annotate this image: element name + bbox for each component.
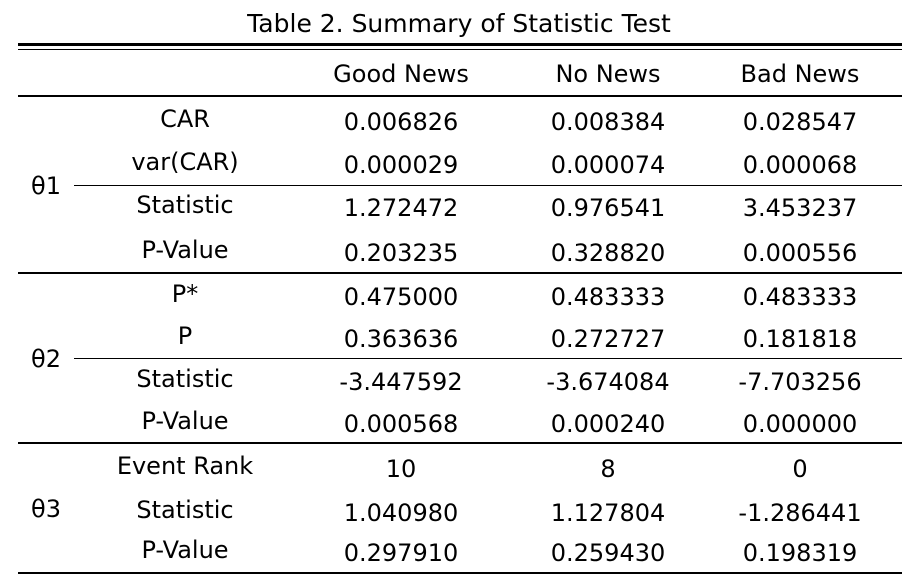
row-label: P-Value — [141, 407, 229, 435]
row-label: P-Value — [141, 536, 229, 564]
group-label-theta2: θ2 — [31, 345, 61, 373]
table-cell: 10 — [385, 455, 417, 483]
row-label: Statistic — [136, 191, 234, 219]
top-rule-secondary — [18, 49, 902, 50]
table-cell: 0.363636 — [343, 325, 459, 353]
group-connector-theta1 — [74, 185, 902, 186]
row-label: P — [177, 322, 193, 350]
table-cell: 0.297910 — [343, 539, 459, 567]
table-cell: 8 — [600, 455, 616, 483]
row-label: var(CAR) — [131, 148, 239, 176]
table-cell: 0.028547 — [742, 108, 858, 136]
table-cell: 0.008384 — [550, 108, 666, 136]
column-header-bad-news: Bad News — [740, 60, 860, 88]
header-rule — [18, 95, 902, 97]
group-separator — [18, 442, 902, 444]
row-label: P* — [171, 280, 199, 308]
table-cell: -7.703256 — [738, 368, 862, 396]
table-cell: 1.040980 — [343, 499, 459, 527]
table-cell: -3.447592 — [339, 368, 463, 396]
table-cell: 0 — [792, 455, 808, 483]
table-cell: 0.483333 — [742, 283, 858, 311]
group-separator — [18, 272, 902, 274]
table-cell: 0.006826 — [343, 108, 459, 136]
group-label-theta1: θ1 — [31, 172, 61, 200]
table-cell: 1.272472 — [343, 194, 459, 222]
group-connector-theta2 — [74, 358, 902, 359]
table-cell: 0.000000 — [742, 410, 858, 438]
row-label: Statistic — [136, 496, 234, 524]
group-label-theta3: θ3 — [31, 495, 61, 523]
table-cell: 0.181818 — [742, 325, 858, 353]
table-cell: 0.475000 — [343, 283, 459, 311]
table-cell: -1.286441 — [738, 499, 862, 527]
table-cell: 0.328820 — [550, 239, 666, 267]
table-cell: 0.000240 — [550, 410, 666, 438]
table-cell: 0.000556 — [742, 239, 858, 267]
table-cell: 0.272727 — [550, 325, 666, 353]
table-cell: 0.483333 — [550, 283, 666, 311]
column-header-no-news: No News — [555, 60, 661, 88]
table-cell: 0.198319 — [742, 539, 858, 567]
bottom-rule — [18, 572, 902, 574]
table-cell: 0.203235 — [343, 239, 459, 267]
row-label: Statistic — [136, 365, 234, 393]
row-label: CAR — [160, 105, 210, 133]
table-cell: 1.127804 — [550, 499, 666, 527]
table-cell: 0.259430 — [550, 539, 666, 567]
column-header-good-news: Good News — [333, 60, 469, 88]
table-cell: 0.976541 — [550, 194, 666, 222]
table-cell: 0.000029 — [343, 151, 459, 179]
row-label: P-Value — [141, 236, 229, 264]
row-label: Event Rank — [116, 452, 254, 480]
table-cell: 3.453237 — [742, 194, 858, 222]
table-cell: 0.000568 — [343, 410, 459, 438]
table-cell: -3.674084 — [546, 368, 670, 396]
table-cell: 0.000068 — [742, 151, 858, 179]
table-cell: 0.000074 — [550, 151, 666, 179]
table-title: Table 2. Summary of Statistic Test — [247, 9, 671, 38]
top-rule — [18, 43, 902, 46]
